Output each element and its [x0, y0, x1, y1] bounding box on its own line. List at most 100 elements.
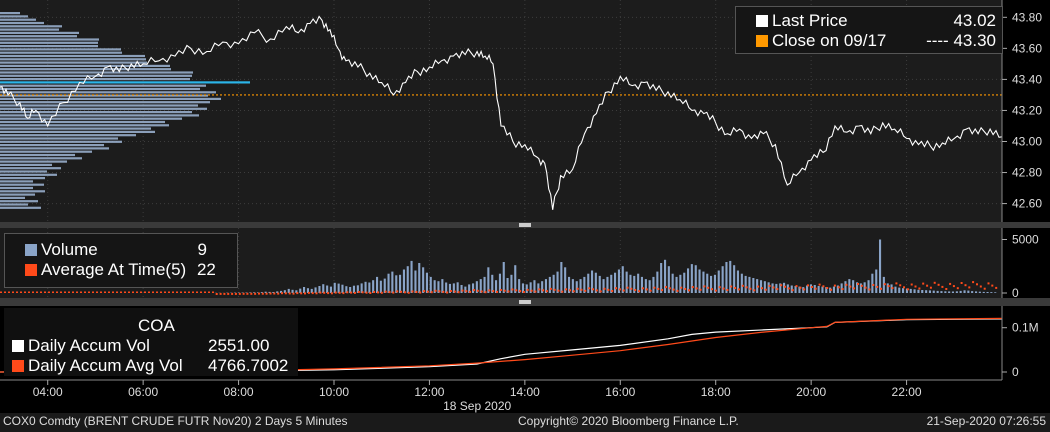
avg-baseline-dot — [72, 291, 74, 293]
avg-at-time-dot-93 — [572, 290, 575, 293]
volume-profile-bar-20 — [0, 78, 190, 81]
avg-at-time-dot-181 — [910, 283, 913, 286]
avg-at-time-dot-71 — [488, 289, 491, 292]
avg-at-time-dot-35 — [350, 291, 353, 294]
volume-profile-bar-14 — [0, 58, 146, 61]
avg-at-time-dot-149 — [787, 287, 790, 290]
volume-bar-37 — [356, 285, 359, 293]
avg-at-time-dot-124 — [691, 286, 694, 289]
x-tick-label-2: 08:00 — [224, 385, 254, 399]
volume-bar-34 — [345, 286, 348, 293]
volume-profile-bar-31 — [0, 114, 199, 117]
volume-bar-91 — [564, 267, 567, 293]
volume-bar-16 — [276, 291, 279, 293]
volume-bar-69 — [479, 279, 482, 293]
x-axis-date-label: 18 Sep 2020 — [443, 399, 511, 413]
avg-at-time-dot-84 — [538, 288, 541, 291]
last-price-line — [0, 15, 1003, 210]
avg-at-time-dot-148 — [784, 285, 786, 288]
avg-at-time-dot-154 — [807, 284, 809, 287]
volume-bar-20 — [291, 289, 294, 293]
volume-profile-bar-5 — [0, 28, 59, 31]
volume-bar-86 — [544, 279, 547, 293]
avg-at-time-dot-134 — [730, 285, 733, 288]
avg-at-time-dot-175 — [887, 285, 890, 288]
volume-bar-53 — [418, 263, 421, 293]
volume-bar-25 — [310, 288, 313, 293]
avg-at-time-dot-102 — [607, 288, 610, 291]
volume-bar-57 — [433, 280, 436, 293]
volume-bar-180 — [905, 288, 908, 293]
volume-bar-200 — [982, 291, 985, 293]
avg-at-time-dot-115 — [657, 287, 660, 290]
volume-profile-bar-38 — [0, 137, 118, 140]
volume-bar-62 — [452, 283, 455, 293]
avg-at-time-dot-163 — [841, 288, 844, 291]
volume-bar-125 — [694, 265, 697, 293]
volume-bar-71 — [487, 267, 490, 293]
volume-bar-108 — [629, 274, 632, 293]
average-swatch — [25, 264, 37, 276]
avg-at-time-dot-18 — [284, 292, 287, 295]
avg-at-time-dot-65 — [465, 290, 468, 293]
volume-bar-98 — [591, 270, 594, 293]
avg-at-time-dot-88 — [553, 288, 556, 291]
avg-at-time-dot-150 — [791, 289, 794, 292]
price-ytick-label-6: 43.80 — [1012, 10, 1042, 24]
avg-baseline-dot — [84, 291, 86, 293]
avg-at-time-dot-159 — [826, 287, 829, 289]
avg-at-time-dot-19 — [288, 292, 291, 295]
volume-profile-bar-49 — [0, 173, 57, 176]
volume-profile-bar-53 — [0, 186, 33, 190]
accum-vol-value: 2551.00 — [208, 336, 270, 355]
avg-at-time-dot-78 — [515, 289, 518, 292]
avg-at-time-dot-133 — [726, 289, 729, 291]
avg-at-time-dot-142 — [761, 287, 763, 290]
volume-bar-52 — [414, 270, 417, 293]
avg-at-time-dot-188 — [937, 283, 940, 286]
volume-bar-157 — [817, 286, 820, 293]
volume-bar-101 — [602, 279, 605, 293]
volume-bar-14 — [268, 291, 271, 293]
avg-at-time-dot-31 — [334, 291, 337, 294]
avg-at-time-dot-7 — [242, 292, 245, 295]
volume-bar-118 — [667, 266, 670, 293]
avg-at-time-dot-67 — [473, 289, 475, 292]
avg-at-time-dot-195 — [964, 284, 967, 287]
avg-at-time-dot-26 — [315, 292, 318, 295]
legend-close: Close on 09/17 ---- 43.30 — [742, 31, 1002, 51]
avg-at-time-dot-106 — [622, 289, 625, 292]
avg-baseline-dot — [184, 291, 186, 293]
price-ytick-label-3: 43.20 — [1012, 103, 1042, 117]
volume-swatch — [25, 244, 37, 256]
avg-at-time-dot-199 — [979, 285, 982, 288]
price-ytick-label-1: 42.80 — [1012, 166, 1042, 180]
volume-bar-42 — [376, 276, 379, 293]
avg-at-time-dot-127 — [703, 285, 706, 288]
volume-bar-124 — [690, 264, 693, 293]
avg-at-time-dot-22 — [300, 292, 303, 295]
volume-bar-159 — [825, 287, 828, 293]
volume-bar-139 — [748, 276, 751, 293]
avg-at-time-dot-180 — [906, 288, 909, 291]
avg-at-time-dot-196 — [968, 286, 971, 289]
volume-bar-13 — [264, 291, 267, 293]
avg-baseline-dot — [156, 291, 158, 293]
avg-at-time-dot-69 — [480, 290, 483, 293]
average-label: Average At Time(5) — [41, 260, 187, 279]
accum-avg-line — [0, 317, 1003, 373]
volume-bar-113 — [648, 280, 651, 293]
avg-at-time-dot-192 — [952, 285, 955, 288]
avg-baseline-dot — [68, 291, 70, 293]
volume-bar-166 — [852, 280, 855, 293]
volume-bar-31 — [333, 282, 336, 293]
volume-bar-133 — [725, 262, 728, 293]
avg-baseline-dot — [8, 291, 10, 293]
volume-bar-127 — [702, 271, 705, 293]
volume-bar-199 — [978, 291, 981, 293]
avg-at-time-dot-58 — [438, 290, 441, 293]
avg-at-time-dot-17 — [281, 292, 283, 295]
volume-bar-97 — [587, 273, 590, 293]
avg-at-time-dot-186 — [929, 286, 932, 289]
avg-at-time-dot-45 — [388, 291, 391, 294]
